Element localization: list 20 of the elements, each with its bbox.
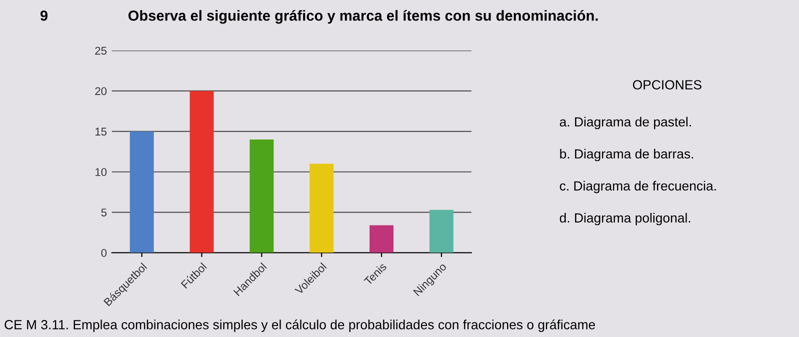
- bar: [130, 131, 154, 253]
- text: 9: [40, 10, 48, 21]
- bar: [190, 90, 214, 253]
- chart-title: Observa el siguiente gráfico y marca el ítems con su denominación.: [128, 10, 598, 24]
- bar: [370, 225, 394, 253]
- bar: [310, 164, 334, 253]
- y-tick-label: 0: [101, 249, 107, 257]
- y-tick-label: 20: [95, 87, 107, 96]
- y-tick-label: 10: [95, 168, 107, 176]
- bar: [250, 140, 274, 253]
- y-tick-label: 5: [101, 208, 107, 216]
- text: b. Diagrama de barras.: [560, 148, 694, 162]
- text: d. Diagrama poligonal.: [560, 212, 690, 226]
- text: a. Diagrama de pastel.: [560, 116, 691, 130]
- y-tick-label: 15: [95, 128, 107, 136]
- bar: [429, 210, 454, 253]
- text: c. Diagrama de frecuencia.: [560, 180, 716, 194]
- text: OPCIONES: [632, 80, 702, 90]
- y-tick-label: 25: [95, 46, 107, 55]
- text: CE M 3.11. Emplea combinaciones simples y el cálculo de probabilidades con fracciones o gráficame: [4, 319, 596, 332]
